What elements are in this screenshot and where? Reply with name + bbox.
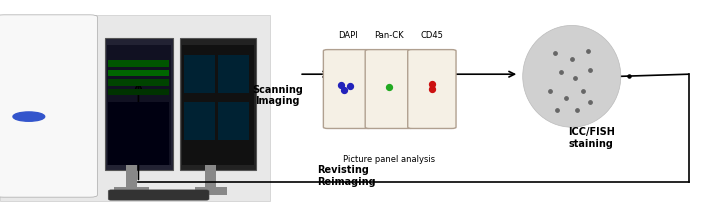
Bar	[195, 187, 227, 195]
Point	[555, 70, 567, 74]
FancyBboxPatch shape	[180, 38, 256, 170]
Bar	[108, 60, 169, 67]
Point	[384, 85, 395, 89]
Text: Picture panel analysis: Picture panel analysis	[343, 155, 435, 164]
Bar	[182, 45, 254, 165]
Point	[577, 89, 588, 93]
Text: Pan-CK: Pan-CK	[374, 31, 404, 40]
Bar	[108, 70, 169, 76]
FancyBboxPatch shape	[0, 15, 270, 201]
Bar	[108, 89, 169, 95]
FancyBboxPatch shape	[366, 50, 414, 128]
Point	[544, 89, 556, 93]
Text: ICC/FISH
staining: ICC/FISH staining	[567, 127, 615, 149]
Point	[560, 96, 572, 99]
Bar	[184, 102, 215, 140]
Point	[426, 82, 438, 85]
Text: CD45: CD45	[420, 31, 443, 40]
FancyBboxPatch shape	[408, 50, 456, 128]
Bar	[218, 55, 249, 93]
Text: Revisting
Reimaging: Revisting Reimaging	[317, 165, 376, 187]
Point	[426, 87, 438, 91]
Point	[338, 88, 350, 92]
FancyBboxPatch shape	[0, 15, 97, 197]
Point	[582, 49, 593, 53]
Circle shape	[13, 112, 45, 121]
FancyBboxPatch shape	[108, 190, 209, 200]
Point	[570, 77, 581, 80]
Point	[549, 51, 561, 55]
Bar	[184, 55, 215, 93]
Bar	[108, 80, 169, 86]
Bar	[126, 165, 137, 191]
Point	[624, 75, 635, 78]
Point	[566, 58, 578, 61]
FancyBboxPatch shape	[323, 50, 372, 128]
Point	[551, 109, 562, 112]
Point	[584, 68, 596, 72]
Point	[571, 109, 583, 112]
FancyBboxPatch shape	[105, 38, 173, 170]
Text: Scanning
Imaging: Scanning Imaging	[252, 85, 303, 106]
Bar	[114, 187, 149, 195]
Bar	[108, 102, 169, 165]
Text: DAPI: DAPI	[337, 31, 358, 40]
Point	[344, 84, 355, 88]
Bar	[218, 102, 249, 140]
Bar	[205, 165, 216, 191]
Bar	[107, 45, 171, 165]
Point	[584, 100, 596, 103]
Point	[335, 83, 347, 86]
Ellipse shape	[523, 25, 621, 127]
